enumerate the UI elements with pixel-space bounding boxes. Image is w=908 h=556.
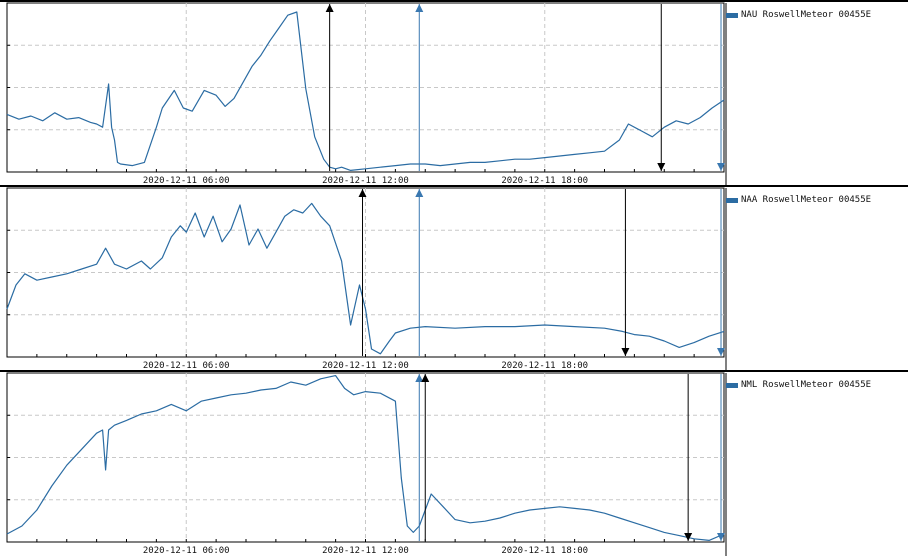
chart-plot-nml: 2020-12-11 06:00 2020-12-11 12:00 2020-12-… bbox=[6, 372, 727, 556]
x-tick-label: 2020-12-11 06:00 bbox=[143, 546, 230, 556]
x-tick-label: 2020-12-11 18:00 bbox=[501, 546, 588, 556]
legend-nau: NAU RoswellMeteor 00455E bbox=[726, 10, 871, 20]
event-marker-up-arrow bbox=[325, 4, 334, 12]
event-marker-up-arrow bbox=[415, 374, 424, 382]
series-line bbox=[6, 374, 725, 541]
event-marker-down-arrow bbox=[684, 533, 693, 541]
chart-panel-nml: 2020-12-11 06:00 2020-12-11 12:00 2020-12-… bbox=[0, 370, 908, 556]
x-tick-label: 2020-12-11 12:00 bbox=[322, 546, 409, 556]
event-marker-down-arrow bbox=[657, 163, 666, 171]
legend-naa: NAA RoswellMeteor 00455E bbox=[726, 195, 871, 205]
chart-plot-nau: 2020-12-11 06:00 2020-12-11 12:00 2020-12-… bbox=[6, 2, 727, 186]
event-marker-down-arrow bbox=[621, 348, 630, 356]
event-marker-down-arrow bbox=[717, 348, 726, 356]
event-marker-up-arrow bbox=[415, 189, 424, 197]
event-marker-up-arrow bbox=[358, 189, 367, 197]
series-line bbox=[6, 11, 725, 171]
event-marker-up-arrow bbox=[415, 4, 424, 12]
event-marker-up-arrow bbox=[421, 374, 430, 382]
event-marker-down-arrow bbox=[717, 533, 726, 541]
chart-panel-naa: 2020-12-11 06:00 2020-12-11 12:00 2020-12-… bbox=[0, 185, 908, 371]
legend-swatch bbox=[726, 197, 738, 203]
event-marker-down-arrow bbox=[717, 163, 726, 171]
legend-nml: NML RoswellMeteor 00455E bbox=[726, 380, 871, 390]
legend-swatch bbox=[726, 382, 738, 388]
x-tick-label: 2020-12-11 12:00 bbox=[322, 361, 409, 371]
x-tick-label: 2020-12-11 06:00 bbox=[143, 361, 230, 371]
legend-swatch bbox=[726, 12, 738, 18]
legend-label: NAU RoswellMeteor 00455E bbox=[741, 10, 872, 20]
series-line bbox=[6, 202, 725, 355]
x-tick-label: 2020-12-11 06:00 bbox=[143, 176, 230, 186]
x-tick-label: 2020-12-11 12:00 bbox=[322, 176, 409, 186]
legend-label: NAA RoswellMeteor 00455E bbox=[741, 195, 872, 205]
x-tick-label: 2020-12-11 18:00 bbox=[501, 176, 588, 186]
chart-panel-nau: 2020-12-11 06:00 2020-12-11 12:00 2020-12-… bbox=[0, 0, 908, 186]
x-tick-label: 2020-12-11 18:00 bbox=[501, 361, 588, 371]
chart-plot-naa: 2020-12-11 06:00 2020-12-11 12:00 2020-12-… bbox=[6, 187, 727, 371]
legend-label: NML RoswellMeteor 00455E bbox=[741, 380, 872, 390]
